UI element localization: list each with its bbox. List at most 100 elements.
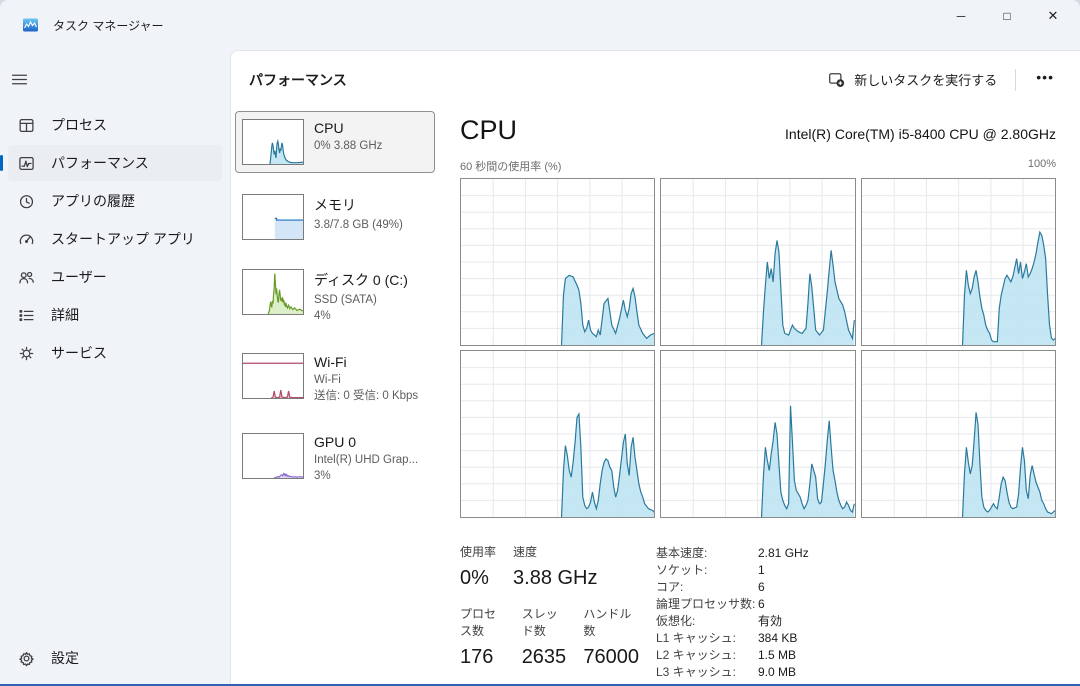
sidebar-item-startup[interactable]: スタートアップ アプリ [8, 221, 222, 257]
perf-card-title: CPU [314, 120, 344, 136]
page-title: パフォーマンス [249, 71, 347, 88]
chart-axis-labels: 60 秒間の使用率 (%) 100% [460, 158, 1056, 174]
spec-value: 1 [758, 563, 765, 577]
navigation-menu-button[interactable] [10, 64, 44, 94]
perf-card-text: ディスク 0 (C:) SSD (SATA) 4% [314, 269, 408, 324]
perf-card-subtitle: 4% [314, 309, 331, 322]
header-actions: 新しいタスクを実行する ••• [818, 64, 1066, 95]
stat-label: 使用率 [460, 545, 497, 559]
perf-card-title: ディスク 0 (C:) [314, 272, 408, 288]
cpu-core-graph-3 [860, 178, 1056, 346]
spec-label: L2 キャッシュ: [656, 648, 737, 662]
startup-icon [18, 231, 35, 248]
stat-value: 176 [460, 646, 494, 668]
performance-content: CPU 0% 3.88 GHz メモリ 3.8/7.8 GB (49%) ディスク 0 … [231, 104, 1080, 684]
sidebar-item-details[interactable]: 詳細 [8, 297, 222, 333]
sidebar-item-settings[interactable]: 設定 [8, 640, 222, 676]
stat-label: プロセス数 [460, 607, 497, 638]
run-new-task-label: 新しいタスクを実行する [854, 73, 998, 88]
sidebar-item-label: プロセス [51, 117, 107, 133]
stat-label: スレッド数 [521, 607, 558, 638]
cpu-core-graph-1 [460, 178, 656, 346]
stat-block: スレッド数 2635 [522, 605, 567, 669]
cpu-core-graphs-grid [460, 178, 1056, 518]
sidebar-nav: プロセスパフォーマンスアプリの履歴スタートアップ アプリ ユーザー詳細サービス [0, 106, 230, 372]
more-options-button[interactable]: ••• [1036, 68, 1054, 85]
cpu-core-graph-5 [660, 350, 856, 518]
details-icon [18, 307, 35, 324]
sidebar-item-label: ユーザー [51, 269, 107, 285]
spec-label: 基本速度: [656, 546, 708, 560]
cpu-core-graph-4 [460, 350, 656, 518]
perf-card-cpu[interactable]: CPU 0% 3.88 GHz [235, 111, 435, 173]
perf-card-memory[interactable]: メモリ 3.8/7.8 GB (49%) [235, 186, 435, 248]
perf-card-subtitle: 3.8/7.8 GB (49%) [314, 219, 403, 231]
perf-card-text: GPU 0 Intel(R) UHD Grap... 3% [314, 433, 418, 484]
sidebar-item-users[interactable]: ユーザー [8, 259, 222, 295]
task-manager-app-icon [22, 17, 39, 33]
run-new-task-button[interactable]: 新しいタスクを実行する [818, 64, 1007, 95]
cpu-model-name: Intel(R) Core(TM) i5-8400 CPU @ 2.80GHz [785, 126, 1056, 142]
processes-icon [18, 117, 35, 134]
stat-block: ハンドル数 76000 [583, 605, 639, 669]
axis-label-left: 60 秒間の使用率 (%) [460, 161, 562, 173]
stat-block: 使用率 0% [460, 543, 496, 590]
performance-icon [18, 155, 35, 172]
spec-label: L1 キャッシュ: [656, 631, 737, 645]
perf-card-subtitle: Wi-Fi [314, 374, 341, 387]
spec-value: 384 KB [758, 631, 798, 645]
perf-card-title: GPU 0 [314, 434, 357, 451]
cpu-core-graph-6 [860, 350, 1056, 518]
stat-block: プロセス数 176 [460, 605, 505, 669]
spec-row: 論理プロセッサ数: 6 [656, 596, 809, 613]
selection-indicator [0, 155, 3, 171]
perf-card-subtitle: 3% [314, 469, 331, 482]
sidebar-item-app-history[interactable]: アプリの履歴 [8, 183, 222, 219]
perf-card-gpu[interactable]: GPU 0 Intel(R) UHD Grap... 3% [235, 425, 435, 492]
spec-row: コア: 6 [656, 579, 809, 596]
sidebar-item-processes[interactable]: プロセス [8, 107, 222, 143]
spec-value: 2.81 GHz [758, 546, 809, 560]
main-panel: パフォーマンス 新しいタスクを実行する ••• [230, 50, 1080, 684]
performance-metric-list: CPU 0% 3.88 GHz メモリ 3.8/7.8 GB (49%) ディスク 0 … [235, 111, 435, 684]
perf-card-disk[interactable]: ディスク 0 (C:) SSD (SATA) 4% [235, 261, 435, 332]
sidebar-item-label: パフォーマンス [51, 155, 149, 171]
perf-card-subtitle: 送信: 0 受信: 0 Kbps [314, 389, 419, 402]
titlebar: タスク マネージャー ─ □ ✕ [0, 0, 1080, 50]
perf-card-subtitle: 0% 3.88 GHz [314, 140, 383, 152]
minimize-button[interactable]: ─ [956, 9, 966, 23]
mini-chart-gpu [242, 433, 304, 480]
cpu-core-graph-2 [660, 178, 856, 346]
sidebar-item-label: サービス [51, 345, 107, 361]
spec-row: ソケット: 1 [656, 562, 809, 579]
cpu-stats: 使用率 0% 速度 3.88 GHz プロセス数 176 スレッド数 2635 ハンドル数 760… [460, 543, 1056, 684]
spec-value: 9.0 MB [758, 665, 797, 679]
sidebar-item-services[interactable]: サービス [8, 335, 222, 371]
spec-value: 1.5 MB [758, 648, 797, 662]
users-icon [18, 269, 35, 286]
services-icon [18, 345, 35, 362]
spec-label: 論理プロセッサ数: [656, 597, 756, 611]
spec-label: 仮想化: [656, 614, 696, 628]
sidebar-item-label: 詳細 [51, 307, 79, 323]
stat-label: 速度 [513, 545, 538, 559]
cpu-stats-specs: 基本速度: 2.81 GHz ソケット: 1 コア: 6 論理プロセッサ数: 6 仮想化: 有効 L… [656, 543, 809, 684]
maximize-button[interactable]: □ [1003, 9, 1011, 23]
stat-row: 使用率 0% 速度 3.88 GHz [460, 543, 656, 590]
spec-label: L3 キャッシュ: [656, 665, 737, 679]
cpu-stats-primary: 使用率 0% 速度 3.88 GHz プロセス数 176 スレッド数 2635 ハンドル数 760… [460, 543, 656, 684]
sidebar: プロセスパフォーマンスアプリの履歴スタートアップ アプリ ユーザー詳細サービス 設… [0, 50, 230, 684]
spec-row: 仮想化: 有効 [656, 613, 809, 630]
spec-label: コア: [656, 580, 684, 594]
window-bottom-accent [0, 684, 1080, 686]
close-button[interactable]: ✕ [1047, 8, 1059, 23]
perf-card-wifi[interactable]: Wi-Fi Wi-Fi 送信: 0 受信: 0 Kbps [235, 345, 435, 412]
cpu-detail-pane: CPU Intel(R) Core(TM) i5-8400 CPU @ 2.80… [435, 111, 1056, 684]
sidebar-item-label: スタートアップ アプリ [51, 231, 195, 247]
axis-label-right: 100% [1027, 158, 1056, 170]
window-title: タスク マネージャー [53, 18, 164, 33]
stat-value: 0% [460, 567, 489, 589]
sidebar-item-label: 設定 [51, 650, 79, 666]
sidebar-item-performance[interactable]: パフォーマンス [0, 145, 222, 181]
